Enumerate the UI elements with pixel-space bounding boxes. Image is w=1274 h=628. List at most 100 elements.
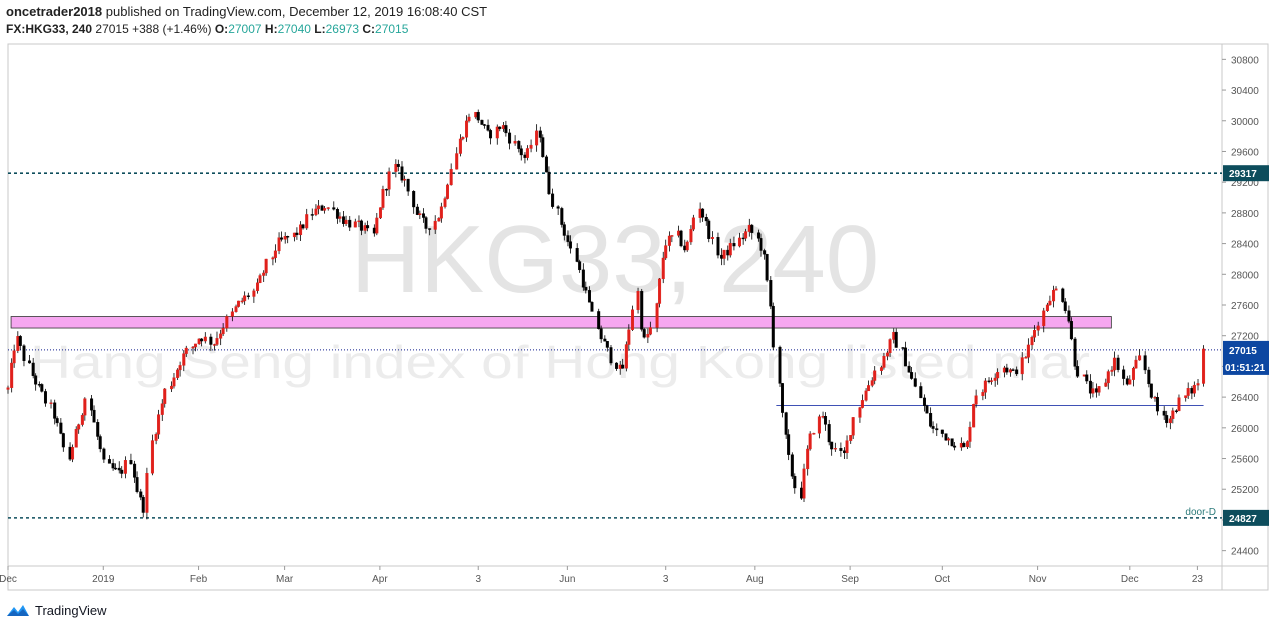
candle-body	[944, 433, 948, 441]
candle-body	[744, 231, 748, 239]
candle-body	[698, 208, 702, 218]
candle-body	[1196, 383, 1200, 386]
candle-body	[551, 193, 555, 207]
candle-body	[929, 412, 933, 427]
last-price-tag-label: 27015	[1229, 346, 1257, 357]
candle-body	[37, 384, 41, 386]
candle-body	[342, 216, 346, 224]
candle-body	[661, 257, 665, 280]
symbol-label: FX:HKG33, 240	[6, 22, 93, 36]
candle-body	[1054, 288, 1058, 291]
y-tick-label: 28000	[1231, 270, 1259, 281]
candle-body	[92, 409, 96, 423]
candle-body	[556, 206, 560, 209]
x-tick-label: Aug	[746, 574, 764, 585]
candle-body	[615, 362, 619, 369]
open-label: O:	[214, 22, 229, 36]
candle-body	[710, 237, 714, 239]
candle-body	[172, 377, 176, 387]
candle-body	[332, 207, 336, 210]
door-D-text: door-D	[1185, 507, 1216, 518]
candle-body	[882, 355, 886, 368]
candle-body	[849, 435, 853, 441]
candle-body	[560, 208, 564, 225]
candle-body	[1106, 371, 1110, 384]
candle-body	[489, 130, 493, 139]
candle-body	[833, 448, 837, 450]
candle-body	[808, 433, 812, 450]
candle-body	[387, 171, 391, 190]
candle-body	[1082, 374, 1086, 377]
author-name[interactable]: oncetrader2018	[6, 4, 103, 19]
candle-body	[474, 111, 478, 118]
candle-body	[200, 338, 204, 342]
x-tick-label: Oct	[935, 574, 951, 585]
low-value: 26973	[325, 22, 359, 36]
candle-body	[983, 380, 987, 393]
candle-body	[931, 426, 935, 429]
candle-body	[141, 496, 145, 513]
candle-body	[139, 491, 143, 498]
candle-body	[830, 441, 834, 450]
candle-body	[624, 344, 628, 369]
candle-body	[575, 248, 579, 262]
bar-countdown-label: 01:51:21	[1225, 363, 1265, 374]
candle-body	[587, 290, 591, 303]
publish-info: oncetrader2018 published on TradingView.…	[6, 4, 487, 19]
candle-body	[646, 334, 650, 338]
candle-body	[728, 243, 732, 256]
published-text: published on TradingView.com, December 1…	[105, 4, 488, 19]
candle-body	[910, 372, 914, 379]
candle-body	[237, 300, 241, 307]
candle-body	[209, 336, 213, 345]
candle-body	[547, 171, 551, 195]
candle-body	[864, 390, 868, 401]
candle-body	[722, 249, 726, 259]
y-tick-label: 29600	[1231, 147, 1259, 158]
candle-body	[966, 441, 970, 448]
candle-body	[1184, 395, 1188, 398]
candle-body	[504, 125, 508, 134]
candle-body	[1147, 369, 1151, 385]
candle-body	[1149, 383, 1153, 398]
candle-body	[286, 236, 290, 238]
candle-body	[867, 385, 871, 392]
close-value: 27015	[375, 22, 409, 36]
candle-body	[154, 433, 158, 441]
candle-body	[771, 305, 775, 348]
candle-body	[1112, 357, 1116, 371]
candle-body	[135, 477, 139, 492]
candle-body	[901, 347, 905, 349]
candle-body	[993, 377, 997, 381]
candle-body	[22, 345, 26, 361]
y-tick-label: 29200	[1231, 178, 1259, 189]
x-tick-label: Apr	[372, 574, 388, 585]
tradingview-logo[interactable]: TradingView	[6, 600, 107, 620]
candle-body	[529, 144, 533, 149]
candle-body	[778, 346, 782, 384]
candle-body	[989, 380, 993, 382]
x-tick-label: Sep	[841, 574, 859, 585]
candle-body	[498, 126, 502, 129]
upper-level-tag-label: 29317	[1229, 169, 1257, 180]
candle-body	[80, 414, 84, 425]
candle-body	[1020, 357, 1024, 375]
candle-body	[732, 243, 736, 247]
y-tick-label: 27600	[1231, 301, 1259, 312]
candle-body	[18, 336, 22, 346]
candle-body	[720, 254, 724, 259]
candle-body	[366, 225, 370, 229]
candle-body	[538, 130, 542, 138]
y-tick-label: 25600	[1231, 455, 1259, 466]
candle-body	[83, 398, 87, 416]
candle-body	[962, 443, 966, 448]
candle-body	[400, 166, 404, 181]
candle-body	[455, 153, 459, 170]
candle-body	[590, 302, 594, 312]
candle-body	[1128, 379, 1132, 385]
brand-text: TradingView	[35, 602, 107, 618]
candle-body	[1048, 300, 1052, 306]
candle-body	[1162, 410, 1166, 416]
candle-body	[747, 224, 751, 232]
candle-body	[922, 397, 926, 406]
